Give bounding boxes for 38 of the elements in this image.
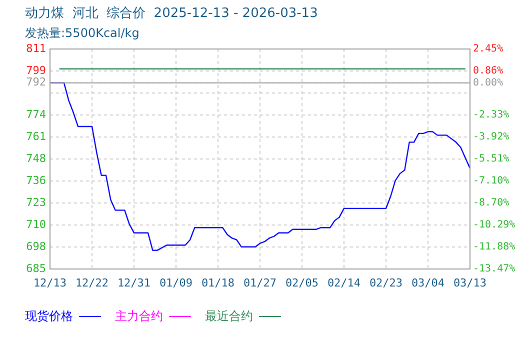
y2-tick-label: 0.86% [473, 66, 504, 77]
y-tick-label: 761 [26, 130, 46, 143]
y-tick-label: 698 [26, 240, 46, 253]
y-tick-label: 685 [26, 262, 46, 275]
y-tick-label: 811 [26, 42, 46, 55]
legend-label: 主力合约 [115, 308, 164, 325]
chart-subtitle: 发热量:5500Kcal/kg [25, 25, 140, 42]
x-tick-label: 12/13 [33, 276, 67, 290]
x-tick-label: 02/05 [285, 276, 319, 290]
y2-tick-label: -11.88% [473, 242, 516, 253]
y-tick-label: 723 [26, 196, 46, 209]
x-tick-label: 03/04 [411, 276, 445, 290]
y2-tick-label: -5.51% [473, 154, 510, 165]
y2-tick-label: -10.29% [473, 220, 516, 231]
y2-tick-label: -13.47% [473, 264, 516, 275]
x-tick-label: 03/13 [453, 276, 487, 290]
x-tick-label: 12/31 [117, 276, 151, 290]
y2-tick-label: -8.70% [473, 198, 510, 209]
y-tick-label: 710 [26, 218, 46, 231]
x-tick-label: 12/22 [75, 276, 109, 290]
y-tick-label: 748 [26, 152, 46, 165]
y-tick-label: 792 [26, 76, 46, 89]
y2-tick-label: -7.10% [473, 176, 510, 187]
y-tick-label: 774 [26, 108, 46, 121]
x-tick-label: 01/18 [201, 276, 235, 290]
legend-label: 现货价格 [25, 308, 74, 325]
y-tick-label: 736 [26, 174, 46, 188]
x-tick-label: 02/14 [327, 276, 361, 290]
x-tick-label: 02/23 [369, 276, 403, 290]
y2-tick-label: 2.45% [473, 44, 504, 55]
legend-label: 最近合约 [205, 308, 254, 325]
x-tick-label: 01/27 [243, 276, 277, 290]
y2-tick-label: 0.00% [473, 77, 504, 88]
y2-tick-label: -2.33% [473, 110, 510, 121]
y2-tick-label: -3.92% [473, 132, 510, 143]
chart-title: 动力煤 河北 综合价 2025-12-13 - 2026-03-13 [25, 5, 318, 22]
y-tick-label: 799 [26, 64, 46, 77]
x-tick-label: 01/09 [159, 276, 193, 290]
